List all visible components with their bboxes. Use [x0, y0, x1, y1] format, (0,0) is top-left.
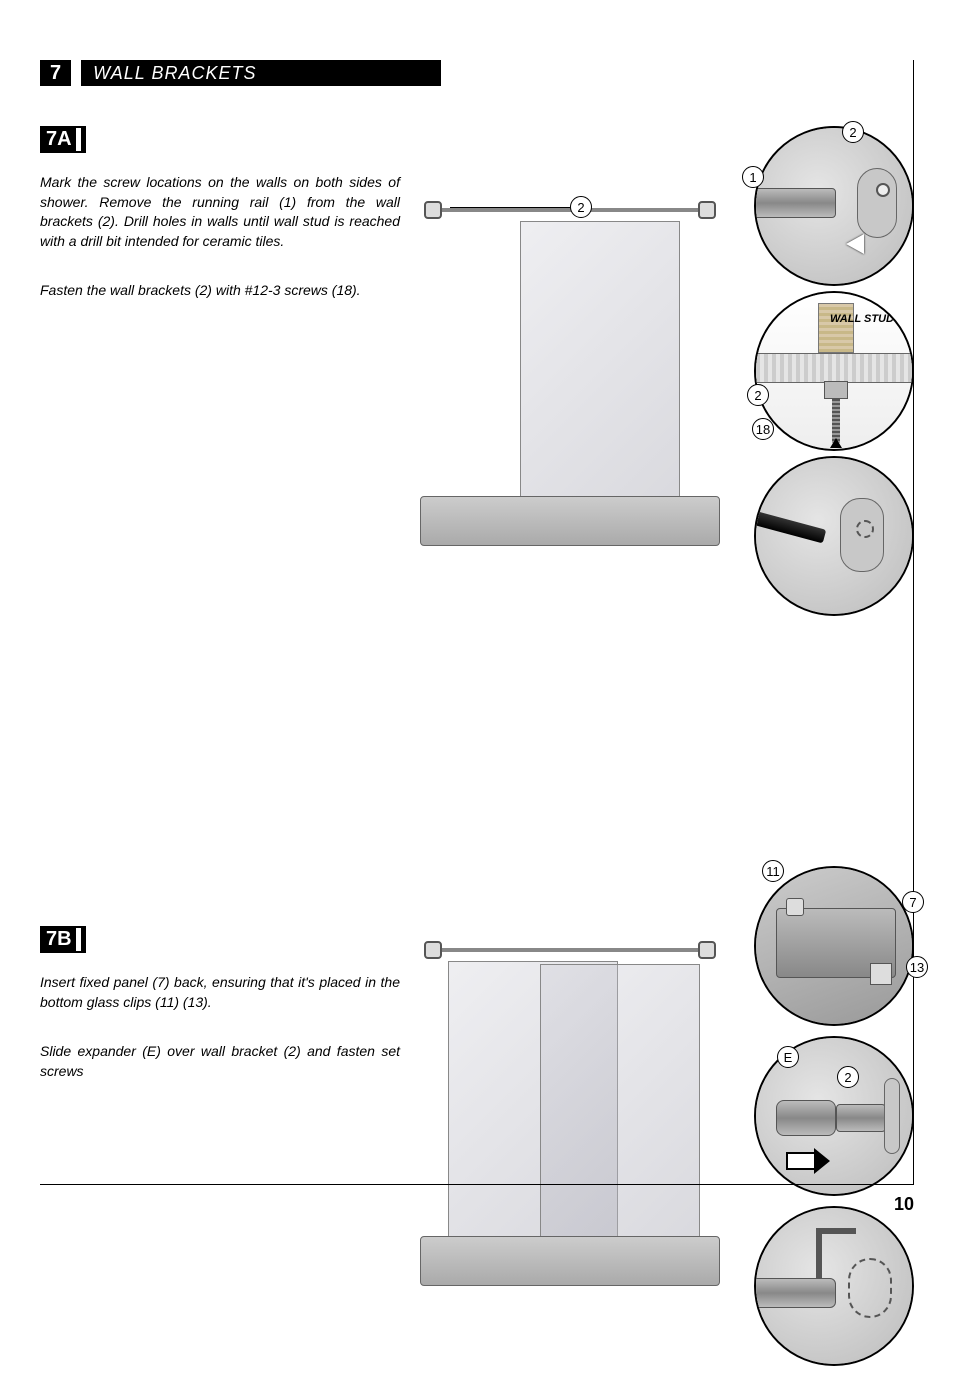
- instruction-7a-1: Mark the screw locations on the walls on…: [40, 173, 400, 251]
- bracket-icon: [857, 168, 897, 238]
- text-column-7a: 7A Mark the screw locations on the walls…: [40, 126, 400, 626]
- bracket-dashed-icon: [848, 1258, 892, 1318]
- tub-scene-7a: 2: [420, 186, 720, 566]
- rail-bracket-left: [424, 941, 442, 959]
- callout-2-rail: 2: [570, 196, 592, 218]
- instruction-7a-2: Fasten the wall brackets (2) with #12-3 …: [40, 281, 400, 301]
- step-label-text: 7B: [40, 926, 76, 953]
- bathtub: [420, 496, 720, 546]
- page-number: 10: [894, 1194, 914, 1215]
- detail-wall-stud: WALL STUD: [754, 291, 914, 451]
- callout-1: 1: [742, 166, 764, 188]
- arrow-box-icon: [786, 1152, 816, 1170]
- callout-E: E: [777, 1046, 799, 1068]
- detail-glass-clips: [754, 866, 914, 1026]
- clip-icon: [870, 963, 892, 985]
- callout-13: 13: [906, 956, 928, 978]
- callout-18: 18: [752, 418, 774, 440]
- step-number: 7: [40, 60, 71, 86]
- section-header: 7 WALL BRACKETS: [40, 60, 914, 86]
- expander-icon: [776, 1100, 836, 1136]
- clip-icon: [786, 898, 804, 916]
- instruction-7b-2: Slide expander (E) over wall bracket (2)…: [40, 1042, 400, 1081]
- expander-side-icon: [754, 1278, 836, 1308]
- running-rail: [430, 948, 710, 952]
- text-column-7b: 7B Insert fixed panel (7) back, ensuring…: [40, 886, 400, 1386]
- callout-2-mid: 2: [747, 384, 769, 406]
- callout-11: 11: [762, 860, 784, 882]
- bracket-rod-icon: [836, 1104, 886, 1132]
- arrow-right-icon: [814, 1148, 830, 1174]
- wall-stud-label: WALL STUD: [830, 313, 894, 325]
- callout-7: 7: [902, 891, 924, 913]
- wall-layer-icon: [756, 353, 912, 383]
- callout-2: 2: [837, 1066, 859, 1088]
- section-7b: 7B Insert fixed panel (7) back, ensuring…: [40, 886, 914, 1386]
- footer-rule: [40, 1184, 914, 1185]
- step-label-7b: 7B: [40, 926, 86, 953]
- diagram-7b: 11 7 13 E 2: [420, 886, 914, 1386]
- glass-panel-door: [540, 964, 700, 1240]
- screw-icon: [832, 399, 840, 443]
- detail-screwdriver: [754, 456, 914, 616]
- diagram-7a: 2 2 1 WALL STUD 2: [420, 126, 914, 626]
- wall-plate-icon: [884, 1078, 900, 1154]
- rail-bracket-left: [424, 201, 442, 219]
- section-7a: 7A Mark the screw locations on the walls…: [40, 126, 914, 626]
- tub-scene-7b: [420, 926, 720, 1306]
- hexkey-icon: [816, 1228, 856, 1234]
- glass-panel: [520, 221, 680, 501]
- rail-bracket-right: [698, 201, 716, 219]
- header-gap: [71, 60, 81, 86]
- rail-bracket-right: [698, 941, 716, 959]
- hexkey-icon: [816, 1228, 822, 1278]
- detail-bracket-top: [754, 126, 914, 286]
- rod-icon: [754, 188, 836, 218]
- section-title: WALL BRACKETS: [81, 60, 441, 86]
- step-label-7a: 7A: [40, 126, 86, 153]
- callout-2-top: 2: [842, 121, 864, 143]
- bracket-side-icon: [824, 381, 848, 399]
- bathtub: [420, 1236, 720, 1286]
- arrow-left-icon: [846, 234, 864, 254]
- stud-icon: [818, 303, 854, 353]
- arrow-up-icon: [830, 438, 842, 448]
- step-label-text: 7A: [40, 126, 76, 153]
- instruction-7b-1: Insert fixed panel (7) back, ensuring th…: [40, 973, 400, 1012]
- detail-hexkey: [754, 1206, 914, 1366]
